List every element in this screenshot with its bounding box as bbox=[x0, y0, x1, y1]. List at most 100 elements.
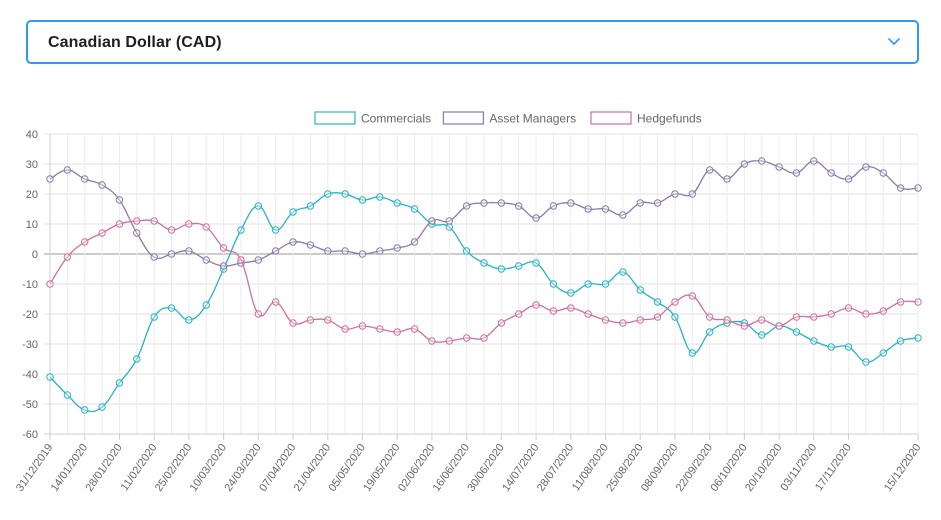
asset-managers-point bbox=[619, 211, 627, 219]
asset-managers-point bbox=[671, 190, 679, 198]
asset-managers-point bbox=[653, 199, 662, 207]
commercials-point bbox=[410, 205, 419, 213]
x-tick-label: 15/12/2020 bbox=[882, 442, 923, 494]
hedgefunds-point bbox=[376, 325, 384, 333]
hedgefunds-point bbox=[167, 226, 176, 234]
line-chart: 403020100-10-20-30-40-50-6031/12/201914/… bbox=[14, 111, 923, 494]
asset-managers-point bbox=[480, 199, 488, 207]
asset-managers-point bbox=[306, 241, 315, 249]
currency-select[interactable]: Canadian Dollar (CAD) bbox=[26, 20, 919, 64]
asset-managers-point bbox=[445, 217, 453, 225]
hedgefunds-point bbox=[324, 316, 332, 324]
hedgefunds-point bbox=[133, 217, 141, 225]
y-tick-label: -50 bbox=[22, 399, 38, 411]
hedgefunds-point bbox=[810, 313, 818, 321]
asset-managers-point bbox=[358, 250, 367, 258]
hedgefunds-point bbox=[688, 292, 697, 300]
commercials-point bbox=[567, 289, 575, 297]
asset-managers-point bbox=[549, 202, 558, 210]
hedgefunds-point bbox=[497, 319, 506, 327]
asset-managers-point bbox=[46, 175, 54, 183]
commercials-point bbox=[81, 406, 89, 414]
hedgefunds-point bbox=[775, 322, 783, 330]
asset-managers-point bbox=[271, 247, 280, 255]
commercials-point bbox=[497, 265, 506, 273]
y-tick-label: -20 bbox=[22, 309, 38, 321]
commercials-point bbox=[271, 226, 280, 234]
commercials-point bbox=[133, 355, 141, 363]
asset-managers-point bbox=[81, 175, 89, 183]
commercials-point bbox=[237, 226, 245, 234]
asset-managers-point bbox=[636, 199, 644, 207]
asset-managers-point bbox=[150, 253, 158, 261]
commercials-point bbox=[445, 223, 453, 231]
y-tick-label: -30 bbox=[22, 339, 38, 351]
commercials-point bbox=[705, 328, 714, 336]
asset-managers-point bbox=[185, 247, 193, 255]
legend-swatch-asset-managers bbox=[442, 111, 484, 125]
hedgefunds-point bbox=[254, 310, 263, 318]
hedgefunds-point bbox=[844, 304, 853, 312]
commercials-point bbox=[46, 373, 54, 381]
hedgefunds-point bbox=[549, 307, 558, 315]
legend-label-commercials: Commercials bbox=[361, 112, 431, 126]
asset-managers-point bbox=[219, 262, 228, 270]
hedgefunds-point bbox=[185, 220, 193, 228]
hedgefunds-point bbox=[445, 337, 453, 345]
asset-managers-point bbox=[376, 247, 384, 255]
commercials-point bbox=[896, 337, 905, 345]
commercials-point bbox=[532, 259, 540, 267]
asset-managers-point bbox=[914, 184, 922, 192]
commercials-point bbox=[844, 343, 853, 351]
hedgefunds-point bbox=[827, 310, 835, 318]
commercials-point bbox=[98, 403, 106, 411]
commercials-point bbox=[636, 286, 644, 294]
asset-managers-point bbox=[410, 238, 419, 246]
commercials-point bbox=[289, 208, 297, 216]
hedgefunds-point bbox=[341, 325, 349, 333]
y-tick-label: 40 bbox=[26, 129, 38, 141]
y-tick-label: 30 bbox=[26, 159, 38, 171]
asset-managers-point bbox=[688, 190, 697, 198]
hedgefunds-point bbox=[584, 310, 592, 318]
hedgefunds-point bbox=[63, 253, 72, 261]
hedgefunds-point bbox=[46, 280, 54, 288]
hedgefunds-point bbox=[515, 310, 523, 318]
asset-managers-point bbox=[844, 175, 853, 183]
hedgefunds-point bbox=[306, 316, 315, 324]
hedgefunds-point bbox=[705, 313, 714, 321]
asset-managers-point bbox=[63, 166, 72, 174]
hedgefunds-point bbox=[271, 298, 280, 306]
asset-managers-point bbox=[584, 205, 592, 213]
commercials-point bbox=[879, 349, 887, 357]
y-tick-label: 10 bbox=[26, 219, 38, 231]
hedgefunds-point bbox=[115, 220, 124, 228]
asset-managers-point bbox=[775, 163, 783, 171]
chevron-down-icon bbox=[888, 38, 900, 45]
hedgefunds-point bbox=[480, 334, 488, 342]
commercials-point bbox=[827, 343, 835, 351]
hedgefunds-point bbox=[758, 316, 766, 324]
asset-managers-point bbox=[740, 160, 749, 168]
hedgefunds-point bbox=[98, 229, 106, 237]
hedgefunds-point bbox=[636, 316, 644, 324]
y-tick-label: -10 bbox=[22, 279, 38, 291]
hedgefunds-point bbox=[723, 316, 731, 324]
commercials-point bbox=[758, 331, 766, 339]
asset-managers-point bbox=[98, 181, 106, 189]
commercials-point bbox=[167, 304, 176, 312]
asset-managers-point bbox=[792, 169, 801, 177]
asset-managers-point bbox=[341, 247, 349, 255]
hedgefunds-point bbox=[202, 223, 210, 231]
commercials-point bbox=[306, 202, 315, 210]
asset-managers-point bbox=[515, 202, 523, 210]
hedgefunds-point bbox=[879, 307, 887, 315]
asset-managers-point bbox=[532, 214, 540, 222]
legend-swatch-hedgefunds bbox=[590, 111, 632, 125]
asset-managers-point bbox=[254, 256, 263, 264]
hedgefunds-line bbox=[49, 219, 919, 343]
hedgefunds-point bbox=[289, 319, 297, 327]
asset-managers-point bbox=[827, 169, 835, 177]
hedgefunds-point bbox=[150, 217, 158, 225]
asset-managers-point bbox=[133, 229, 141, 237]
